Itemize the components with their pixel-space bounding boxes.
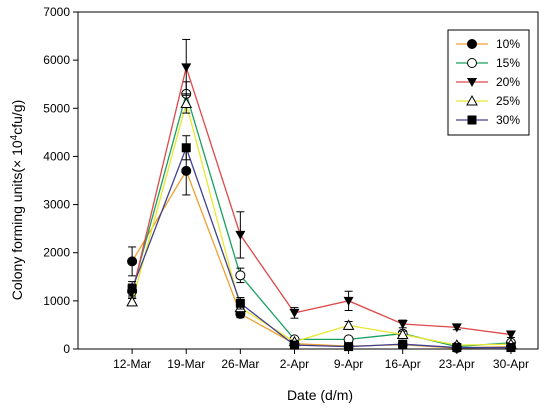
- series-line: [131, 64, 512, 336]
- data-point: [343, 296, 354, 306]
- y-tick-label: 3000: [43, 198, 70, 212]
- data-point: [396, 328, 409, 340]
- data-point: [235, 270, 246, 281]
- legend-entry-label: 15%: [496, 56, 520, 70]
- y-tick-label: 4000: [43, 149, 70, 163]
- data-point: [289, 308, 300, 318]
- x-tick-label: 2-Apr: [280, 357, 309, 371]
- data-point: [235, 298, 245, 308]
- series-line: [131, 91, 511, 348]
- y-axis-title-end: cfu/g): [9, 100, 25, 135]
- x-tick-label: 9-Apr: [334, 357, 363, 371]
- y-axis-title-main: Colony forming units(× 10: [9, 140, 25, 300]
- y-axis-title: Colony forming units(× 104cfu/g): [9, 100, 25, 301]
- y-tick-label: 6000: [43, 53, 70, 67]
- legend-swatch-marker: [466, 94, 478, 106]
- data-point: [181, 165, 192, 176]
- y-axis-ticks: 0 1000 2000 3000 4000 5000 6000 7000: [43, 5, 78, 356]
- data-point: [397, 319, 408, 329]
- y-tick-label: 5000: [43, 101, 70, 115]
- series-10pct: [127, 146, 516, 354]
- y-axis-title-superscript: 4: [9, 134, 20, 140]
- data-point: [181, 63, 192, 73]
- data-point: [180, 97, 193, 108]
- legend-entry-label: 10%: [496, 37, 520, 51]
- series-30pct: [127, 135, 516, 353]
- y-tick-label: 0: [63, 342, 70, 356]
- x-tick-label: 19-Mar: [167, 357, 205, 371]
- data-point: [127, 284, 137, 294]
- legend-entry-label: 30%: [496, 113, 520, 127]
- x-tick-label: 23-Apr: [439, 357, 475, 371]
- x-tick-label: 12-Mar: [113, 357, 151, 371]
- y-tick-label: 1000: [43, 294, 70, 308]
- data-point: [344, 342, 354, 352]
- data-point: [505, 330, 516, 340]
- x-tick-label: 30-Apr: [493, 357, 529, 371]
- legend-entry-label: 20%: [496, 75, 520, 89]
- y-tick-label: 7000: [43, 5, 70, 19]
- data-point: [235, 230, 246, 240]
- data-point: [452, 343, 462, 353]
- legend-swatch-marker: [467, 58, 477, 68]
- legend-entry-label: 25%: [496, 94, 520, 108]
- data-point: [289, 340, 299, 350]
- plot-frame: [77, 11, 539, 350]
- legend: 10% 15% 20% 25% 30%: [447, 29, 530, 136]
- series-line: [131, 169, 511, 349]
- y-tick-label: 2000: [43, 246, 70, 260]
- data-point: [181, 143, 191, 153]
- x-axis-title: Date (d/m): [287, 387, 353, 403]
- legend-swatch-marker: [467, 78, 477, 87]
- data-point: [506, 343, 516, 353]
- series-line: [131, 145, 511, 349]
- legend-swatch-marker: [467, 39, 477, 49]
- series-layer: [126, 38, 517, 354]
- series-line: [131, 100, 511, 346]
- data-point: [126, 295, 138, 307]
- x-axis-ticks: 12-Mar 19-Mar 26-Mar 2-Apr 9-Apr 16-Apr 23-Apr…: [113, 349, 529, 371]
- legend-swatch-marker: [467, 115, 477, 125]
- data-point: [398, 339, 408, 349]
- data-point: [342, 319, 355, 330]
- data-point: [127, 256, 138, 267]
- axes: [77, 11, 539, 350]
- x-tick-label: 26-Mar: [221, 357, 259, 371]
- data-point: [451, 323, 462, 333]
- x-tick-label: 16-Apr: [385, 357, 421, 371]
